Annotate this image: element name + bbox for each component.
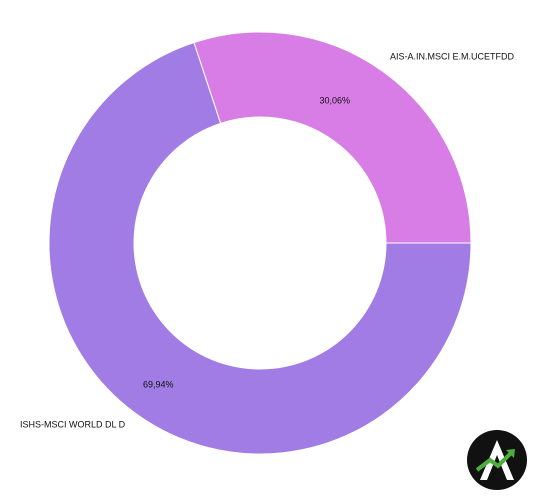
slices bbox=[48, 31, 472, 455]
logo bbox=[467, 430, 527, 490]
logo-arrowhead bbox=[506, 449, 515, 458]
logo-arrow bbox=[475, 450, 514, 472]
logo-a bbox=[480, 440, 514, 480]
slice bbox=[48, 41, 472, 455]
value-label: 30,06% bbox=[319, 95, 350, 105]
slice-label: ISHS-MSCI WORLD DL D bbox=[20, 419, 126, 429]
logo-circle bbox=[467, 430, 527, 490]
value-label: 69,94% bbox=[143, 379, 174, 389]
slice bbox=[193, 31, 472, 244]
slice-label: AIS-A.IN.MSCI E.M.UCETFDD bbox=[390, 51, 515, 61]
